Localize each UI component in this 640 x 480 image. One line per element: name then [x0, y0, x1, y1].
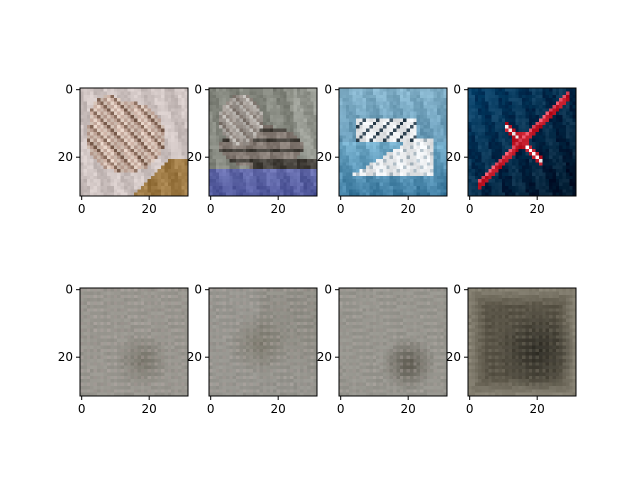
x-tick-label: 20 [530, 402, 545, 416]
axes-frame [79, 87, 189, 197]
reconstruction-image [80, 288, 189, 397]
y-tick-label: 20 [317, 150, 332, 164]
original-images-panel-2: 0 20 0 20 [187, 83, 318, 216]
axes-frame [338, 87, 448, 197]
axes-frame [208, 87, 318, 197]
y-tick-label: 20 [58, 150, 73, 164]
x-tick-label: 0 [207, 402, 215, 416]
reconstructed-images-panel-1: 0 20 0 20 [58, 283, 189, 416]
y-tick-label: 0 [453, 283, 461, 297]
x-tick-label: 0 [337, 202, 345, 216]
reconstruction-image [209, 288, 318, 397]
x-tick-label: 20 [401, 402, 416, 416]
x-tick-label: 0 [207, 202, 215, 216]
reconstructed-images-panel-2: 0 20 0 20 [187, 283, 318, 416]
x-tick-label: 0 [466, 402, 474, 416]
reconstructed-images-panel-3: 0 20 0 20 [317, 283, 448, 416]
y-tick-label: 0 [194, 283, 202, 297]
axes-frame [79, 287, 189, 397]
axes-frame [338, 287, 448, 397]
cat-image [209, 88, 318, 197]
x-tick-label: 20 [142, 202, 157, 216]
y-tick-label: 20 [446, 350, 461, 364]
y-tick-label: 0 [65, 283, 73, 297]
x-tick-label: 0 [337, 402, 345, 416]
y-tick-label: 20 [58, 350, 73, 364]
axes-frame [467, 87, 577, 197]
x-tick-label: 20 [271, 402, 286, 416]
y-tick-label: 0 [453, 83, 461, 97]
dog-image [80, 88, 189, 197]
y-tick-label: 0 [324, 283, 332, 297]
x-tick-label: 20 [271, 202, 286, 216]
reconstructed-images-panel-4: 0 20 0 20 [446, 283, 577, 416]
y-tick-label: 20 [446, 150, 461, 164]
x-tick-label: 20 [530, 202, 545, 216]
y-tick-label: 20 [187, 350, 202, 364]
y-tick-label: 20 [187, 150, 202, 164]
x-tick-label: 20 [401, 202, 416, 216]
reconstruction-image [468, 288, 577, 397]
original-images-panel-1: 0 20 0 20 [58, 83, 189, 216]
x-tick-label: 20 [142, 402, 157, 416]
axes-frame [467, 287, 577, 397]
y-tick-label: 0 [194, 83, 202, 97]
axes-frame [208, 287, 318, 397]
reconstruction-image [339, 288, 448, 397]
x-tick-label: 0 [78, 202, 86, 216]
x-tick-label: 0 [78, 402, 86, 416]
y-tick-label: 20 [317, 350, 332, 364]
original-images-panel-3: 0 20 0 20 [317, 83, 448, 216]
airplane-image [468, 88, 577, 197]
y-tick-label: 0 [324, 83, 332, 97]
boat-image [339, 88, 448, 197]
y-tick-label: 0 [65, 83, 73, 97]
x-tick-label: 0 [466, 202, 474, 216]
original-images-panel-4: 0 20 0 20 [446, 83, 577, 216]
